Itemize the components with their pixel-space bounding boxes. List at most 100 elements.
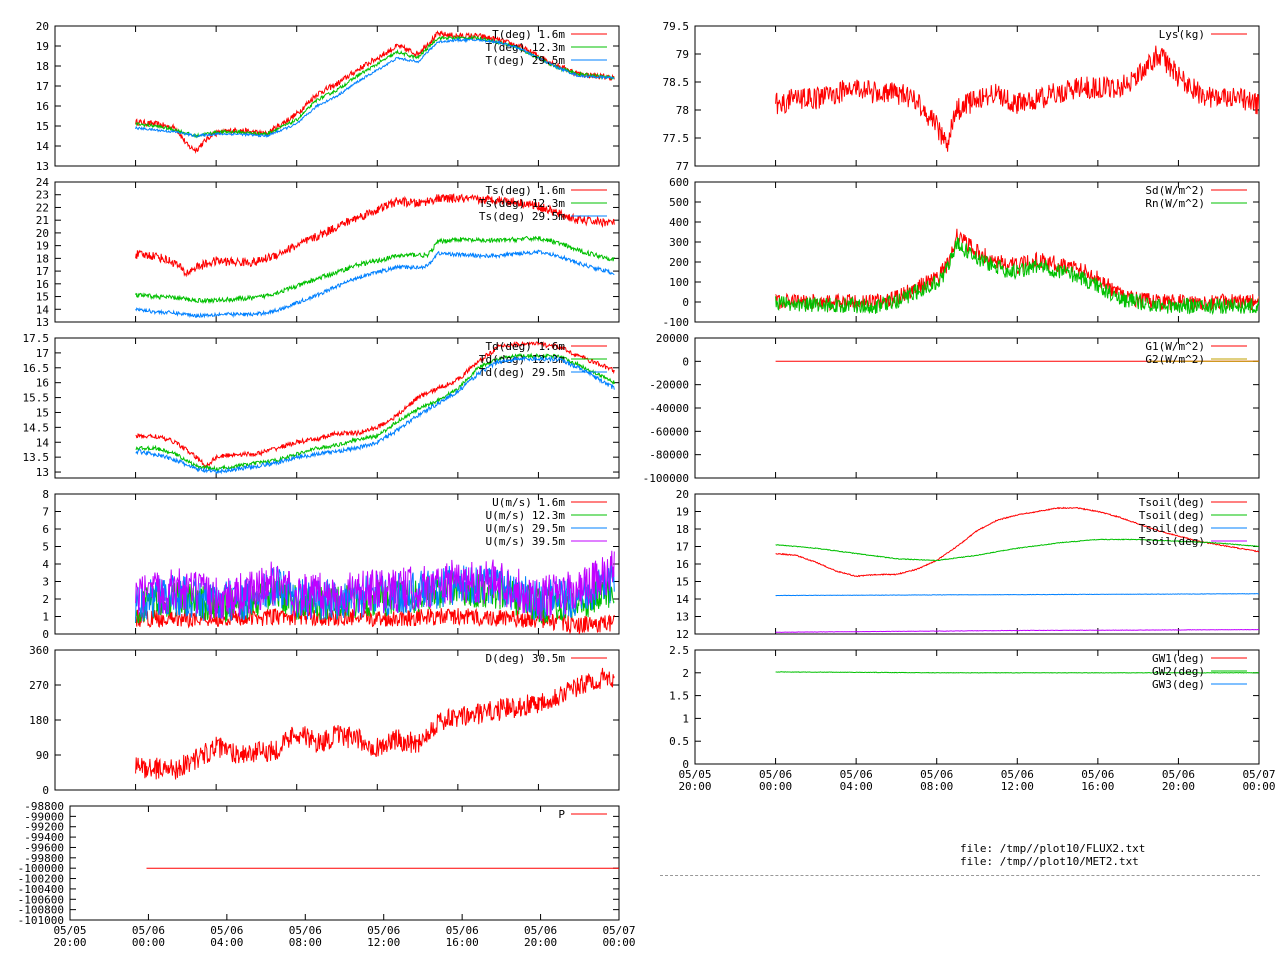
x-tick-label: 05/06: [1162, 768, 1195, 781]
y-tick-label: 21: [36, 214, 49, 227]
y-tick-label: 6: [42, 523, 49, 536]
y-tick-label: 13.5: [23, 451, 50, 464]
plot-soil-temp: 121314151617181920Tsoil(deg)Tsoil(deg)Ts…: [676, 488, 1260, 641]
x-tick-label: 05/06: [367, 924, 400, 937]
x-tick-label: 04:00: [210, 936, 243, 949]
series-line-dewpoint-2: [135, 355, 615, 475]
x-tick-label: 05/06: [759, 768, 792, 781]
y-tick-label: 14: [676, 593, 690, 606]
series-line-air-temp-0: [135, 30, 615, 154]
series-line-wind-speed-0: [135, 606, 615, 634]
x-tick-label: 05/06: [210, 924, 243, 937]
x-tick-label: 05/07: [1242, 768, 1275, 781]
y-tick-label: 15: [36, 120, 49, 133]
plot-frame: [694, 649, 1260, 765]
plot-frame: [54, 181, 620, 323]
y-tick-label: 4: [42, 558, 49, 571]
y-tick-label: 12: [676, 628, 689, 641]
x-tick-label: 20:00: [678, 780, 711, 793]
legend-label: T(deg) 29.5m: [486, 54, 566, 67]
legend-label: Tsoil(deg): [1139, 522, 1205, 535]
series-line-groundwater-1: [775, 671, 1259, 674]
plot-wind-speed: 0 1 2 3 4 5 6 7 8 U(m/s) 1.6mU(m/s) 12.3mU(m/s) 2…: [42, 488, 620, 641]
y-tick-label: 17: [36, 347, 49, 360]
y-tick-label: 17: [676, 541, 689, 554]
y-tick-label: -40000: [649, 402, 689, 415]
series-line-dewpoint-0: [135, 340, 615, 469]
legend-label: Sd(W/m^2): [1145, 184, 1205, 197]
y-tick-label: 15: [36, 406, 49, 419]
y-tick-label: 16: [36, 377, 49, 390]
legend-label: Ts(deg) 29.5m: [479, 210, 565, 223]
y-tick-label: -99600: [24, 841, 64, 854]
legend-label: Td(deg) 29.5m: [479, 366, 565, 379]
legend-label: U(m/s) 1.6m: [492, 496, 565, 509]
y-tick-label: 24: [36, 176, 50, 189]
y-tick-label: -99400: [24, 831, 64, 844]
y-tick-label: 77: [676, 160, 689, 173]
series-line-sonic-temp-1: [135, 235, 615, 305]
y-tick-label: -60000: [649, 425, 689, 438]
x-tick-label: 16:00: [446, 936, 479, 949]
y-tick-label: -100000: [643, 472, 689, 485]
x-tick-label: 04:00: [840, 780, 873, 793]
legend-label: Rn(W/m^2): [1145, 197, 1205, 210]
y-tick-label: 3: [42, 576, 49, 589]
x-tick-label: 16:00: [1081, 780, 1114, 793]
series-line-wind-speed-3: [135, 550, 615, 622]
legend-label: GW2(deg): [1152, 665, 1205, 678]
y-tick-label: 13: [36, 160, 49, 173]
y-tick-label: 16.5: [23, 362, 50, 375]
y-tick-label: 360: [29, 644, 49, 657]
plot-ground-flux: -100000 -80000 -60000 -40000 -20000 0 20000 G1(…: [643, 332, 1260, 485]
y-tick-label: 2.5: [669, 644, 689, 657]
y-tick-label: 8: [42, 488, 49, 501]
x-tick-label: 05/06: [524, 924, 557, 937]
legend-label: D(deg) 30.5m: [486, 652, 566, 665]
y-tick-label: 17: [36, 80, 49, 93]
y-tick-label: 5: [42, 541, 49, 554]
y-tick-label: -99000: [24, 810, 64, 823]
series-line-soil-temp-0: [775, 506, 1259, 578]
file-info-flux: file: /tmp//plot10/FLUX2.txt: [960, 842, 1146, 855]
legend-label: G2(W/m^2): [1145, 353, 1205, 366]
x-tick-label: 05/06: [289, 924, 322, 937]
y-tick-label: 20000: [656, 332, 689, 345]
x-tick-label: 08:00: [920, 780, 953, 793]
plot-frame: [54, 25, 620, 167]
y-tick-label: 78.5: [663, 76, 690, 89]
legend-label: G1(W/m^2): [1145, 340, 1205, 353]
y-tick-label: 16: [676, 558, 689, 571]
y-tick-label: 13: [36, 466, 49, 479]
x-tick-label: 12:00: [367, 936, 400, 949]
y-tick-label: -100600: [18, 893, 64, 906]
y-tick-label: -100800: [18, 904, 64, 917]
y-tick-label: 300: [669, 236, 689, 249]
y-tick-label: 20: [676, 488, 689, 501]
y-tick-label: -80000: [649, 449, 689, 462]
y-tick-label: 0: [682, 758, 689, 771]
x-tick-label: 05/05: [678, 768, 711, 781]
file-info-met: file: /tmp//plot10/MET2.txt: [960, 855, 1139, 868]
y-tick-label: 19: [36, 240, 49, 253]
legend-label: GW1(deg): [1152, 652, 1205, 665]
plot-radiation: -100 0 100 200 300 400 500 600 Sd(W/m^2)Rn(W/m^2…: [663, 176, 1260, 329]
y-tick-label: 0: [682, 355, 689, 368]
y-tick-label: -98800: [24, 800, 64, 813]
x-tick-label: 05/06: [1081, 768, 1114, 781]
series-line-air-temp-2: [135, 37, 615, 138]
legend-label: Ts(deg) 1.6m: [486, 184, 566, 197]
y-tick-label: 79: [676, 48, 689, 61]
x-tick-label: 05/06: [1001, 768, 1034, 781]
y-tick-label: -99800: [24, 852, 64, 865]
legend-label: U(m/s) 39.5m: [486, 535, 566, 548]
series-line-sonic-temp-2: [135, 249, 615, 319]
y-tick-label: 18: [36, 252, 49, 265]
y-tick-label: 1.5: [669, 690, 689, 703]
y-tick-label: -20000: [649, 379, 689, 392]
y-tick-label: -100: [663, 316, 690, 329]
series-line-wind-dir-0: [135, 667, 615, 780]
